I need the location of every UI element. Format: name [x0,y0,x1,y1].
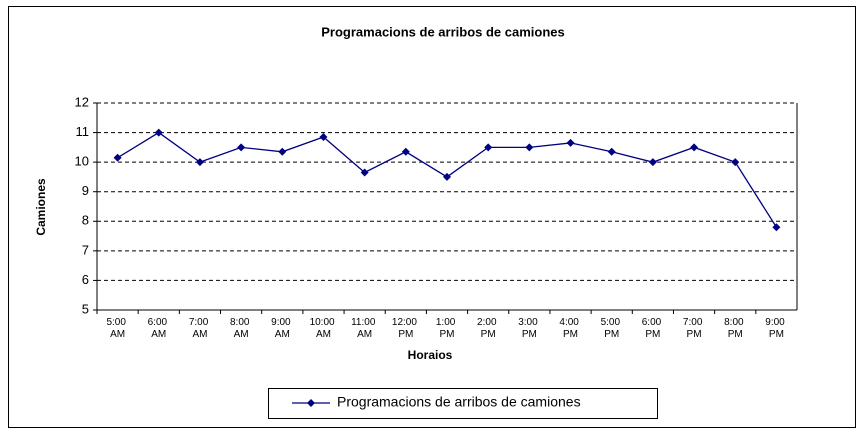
data-point [401,147,410,156]
x-tick-label: 11:00 AM [351,317,378,340]
x-axis-title: Horaios [408,348,453,362]
y-tick-label: 12 [75,94,89,109]
data-point [648,158,657,167]
data-point [772,223,781,232]
x-tick-label: 7:00 PM [683,317,705,340]
data-point [278,147,287,156]
y-tick-label: 9 [82,183,89,198]
y-tick-label: 11 [76,124,90,139]
data-point [443,172,451,181]
x-tick-label: 6:00 AM [148,317,170,340]
y-tick-label: 10 [75,154,89,169]
y-tick-label: 6 [82,272,89,287]
data-point [525,143,534,152]
y-axis-title: Camiones [34,178,48,236]
x-tick-label: 8:00 AM [230,317,252,340]
data-point [607,147,616,156]
x-tick-label: 7:00 AM [189,317,211,340]
x-tick-label: 9:00 PM [765,317,787,340]
legend-label: Programacions de arribos de camiones [337,394,581,410]
data-point [319,133,328,142]
chart-border [8,6,856,428]
x-tick-label: 8:00 PM [724,317,746,340]
data-point [237,143,246,152]
x-tick-label: 5:00 AM [106,317,128,340]
x-tick-label: 2:00 PM [477,317,499,340]
chart-title: Programacions de arribos de camiones [321,24,564,39]
x-tick-label: 4:00 PM [559,317,581,340]
data-point [113,153,122,162]
x-tick-label: 12:00 PM [392,317,420,340]
data-point [566,138,575,147]
data-point [195,158,204,167]
y-tick-label: 7 [82,242,89,257]
x-tick-label: 9:00 AM [271,317,293,340]
data-point [154,128,163,137]
y-tick-label: 5 [82,301,89,316]
data-point [360,168,369,177]
data-point [690,143,699,152]
legend-marker [307,399,315,407]
x-tick-label: 10:00 AM [310,317,338,340]
x-tick-label: 1:00 PM [436,317,458,340]
y-tick-label: 8 [82,213,89,228]
x-tick-label: 6:00 PM [642,317,664,340]
x-tick-label: 3:00 PM [518,317,540,340]
x-tick-label: 5:00 PM [601,317,623,340]
data-point [731,158,740,167]
legend-box [268,388,658,419]
data-point [484,143,493,152]
